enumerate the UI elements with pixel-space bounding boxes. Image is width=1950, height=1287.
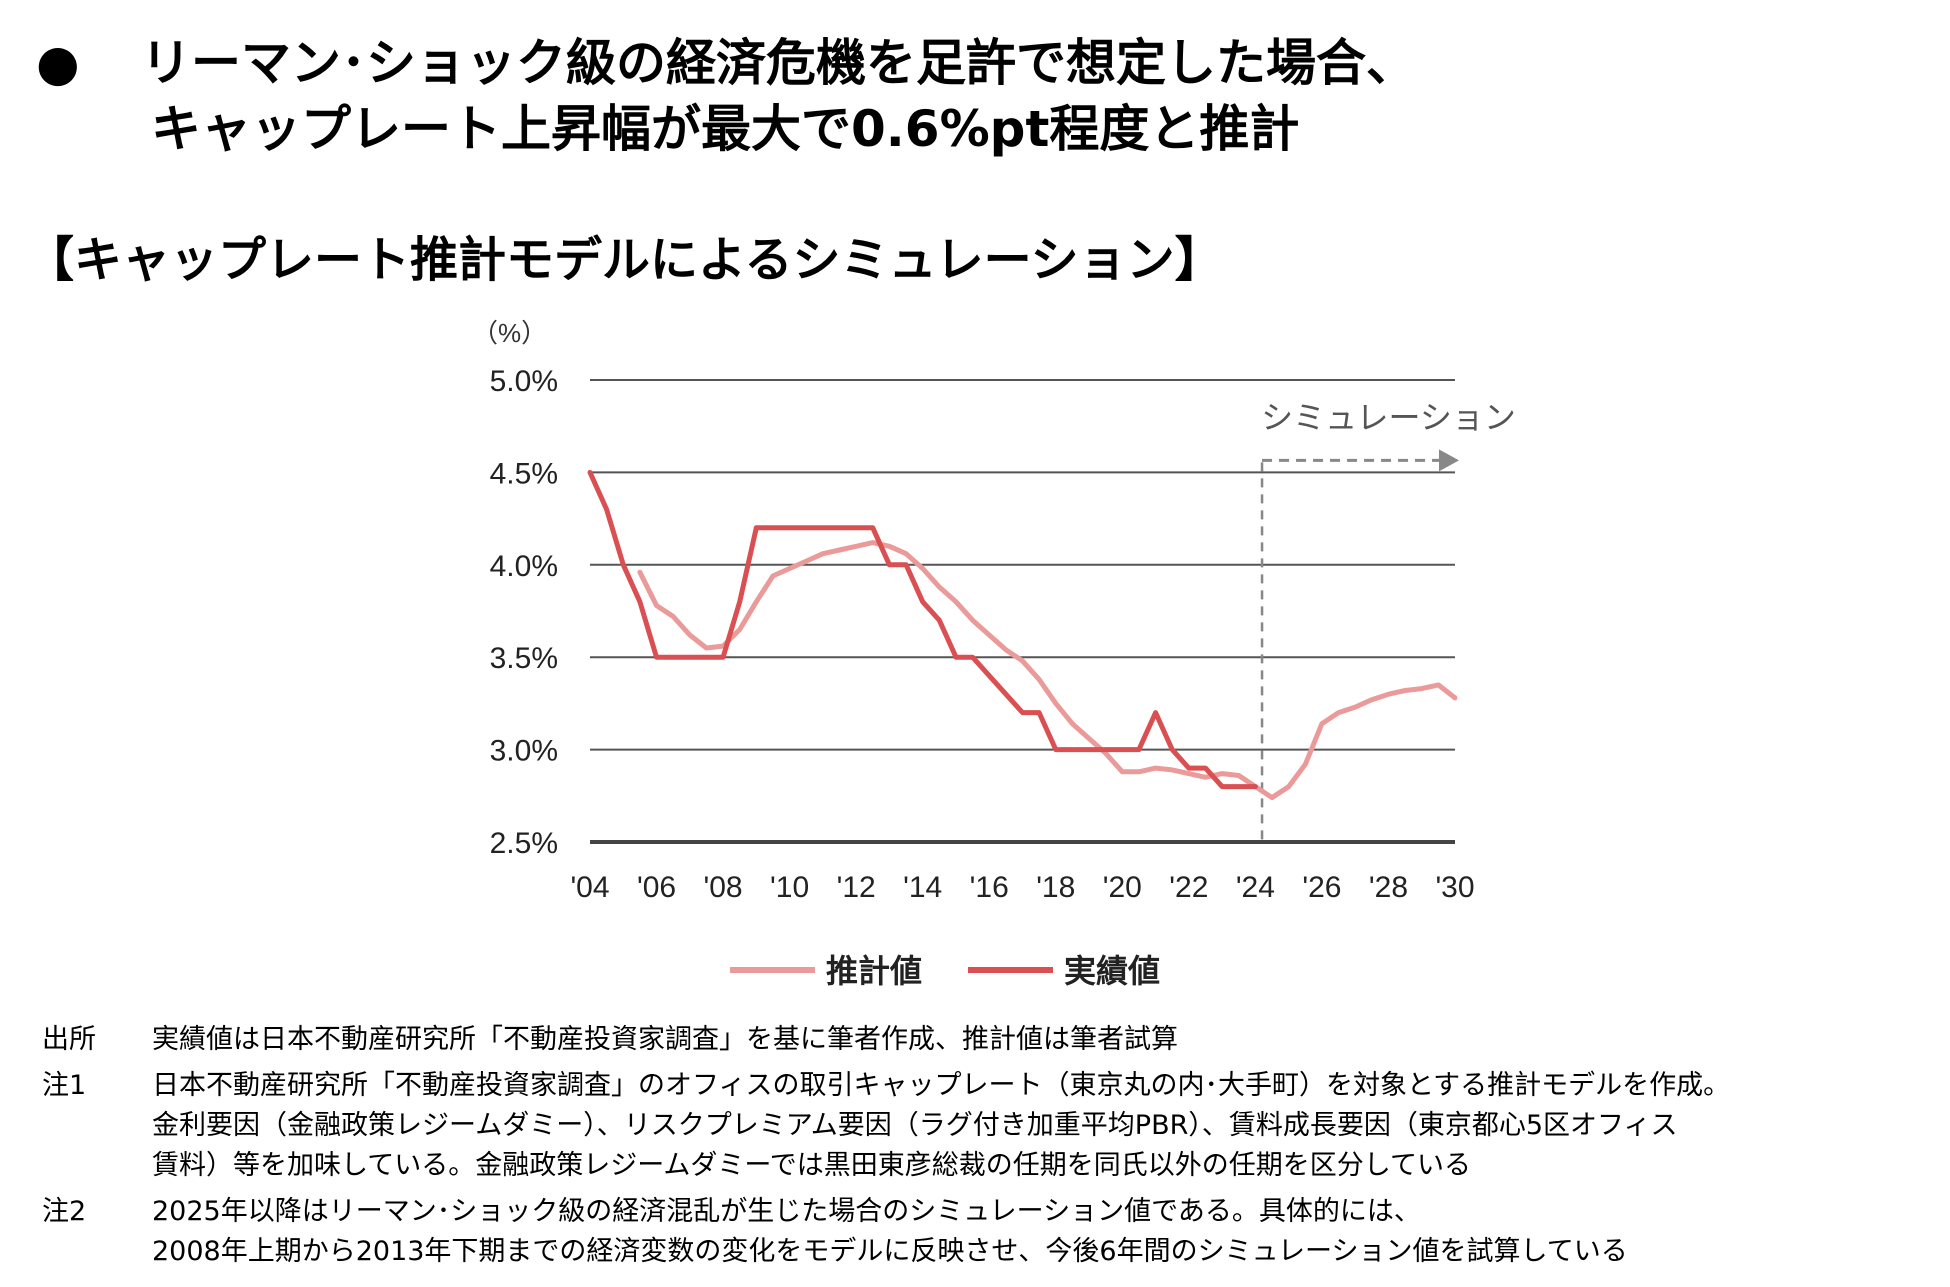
x-tick-label: '06 xyxy=(637,871,676,904)
note-line: 2025年以降はリーマン･ショック級の経済混乱が生じた場合のシミュレーション値で… xyxy=(152,1196,1421,1227)
x-tick-label: '20 xyxy=(1103,871,1142,904)
y-tick-label: 5.0% xyxy=(490,365,558,398)
legend-label-estimate: 推計値 xyxy=(826,953,922,989)
bullet-icon: ● xyxy=(36,34,80,92)
x-tick-label: '28 xyxy=(1369,871,1408,904)
simulation-arrow-head-icon xyxy=(1439,449,1459,472)
note-line: 2008年上期から2013年下期までの経済変数の変化をモデルに反映させ、今後6年… xyxy=(152,1236,1628,1267)
chart-series xyxy=(587,469,1458,801)
headline-line-1: リーマン･ショック級の経済危機を足許で想定した場合、 xyxy=(141,34,1416,92)
x-tick-label: '12 xyxy=(837,871,876,904)
legend-label-actual: 実績値 xyxy=(1064,953,1160,989)
footnotes: 出所 実績値は日本不動産研究所「不動産投資家調査」を基に筆者作成、推計値は筆者試… xyxy=(42,1020,1730,1272)
series-line-actual xyxy=(587,469,1258,790)
simulation-label: シミュレーション xyxy=(1261,399,1516,435)
chart-legend: 推計値 実績値 xyxy=(730,953,1160,989)
y-tick-label: 4.5% xyxy=(490,457,558,490)
x-tick-label: '18 xyxy=(1036,871,1075,904)
x-tick-label: '26 xyxy=(1302,871,1341,904)
note-2: 注2 2025年以降はリーマン･ショック級の経済混乱が生じた場合のシミュレーショ… xyxy=(42,1192,1730,1272)
y-tick-label: 2.5% xyxy=(490,827,558,860)
y-tick-label: 3.5% xyxy=(490,642,558,675)
x-tick-label: '04 xyxy=(570,871,609,904)
headline-line-2: キャップレート上昇幅が最大で0.6%pt程度と推計 xyxy=(151,100,1300,158)
note-line: 金利要因（金融政策レジームダミー）、リスクプレミアム要因（ラグ付き加重平均PBR… xyxy=(152,1110,1678,1141)
x-tick-label: '10 xyxy=(770,871,809,904)
x-tick-label: '16 xyxy=(970,871,1009,904)
x-tick-label: '08 xyxy=(704,871,743,904)
note-label: 注1 xyxy=(42,1070,87,1101)
x-tick-label: '14 xyxy=(903,871,942,904)
series-line-estimate xyxy=(637,540,1458,801)
x-axis-tick-labels: '04 '06 '08 '10 '12 '14 '16 '18 '20 '22 '24 '26 '28 '… xyxy=(570,871,1474,904)
x-tick-label: '24 xyxy=(1236,871,1275,904)
chart-gridlines xyxy=(590,379,1455,844)
note-label: 出所 xyxy=(42,1024,96,1055)
caprate-line-chart: 2.5% 3.0% 3.5% 4.0% 4.5% 5.0% '04 '06 '08 '10 '12… xyxy=(472,318,1516,989)
note-source: 出所 実績値は日本不動産研究所「不動産投資家調査」を基に筆者作成、推計値は筆者試… xyxy=(42,1020,1730,1060)
note-line: 実績値は日本不動産研究所「不動産投資家調査」を基に筆者作成、推計値は筆者試算 xyxy=(152,1024,1178,1055)
chart-subtitle: 【キャップレート推計モデルによるシミュレーション】 xyxy=(26,232,1223,288)
y-tick-label: 4.0% xyxy=(490,550,558,583)
y-axis-unit-label: （%） xyxy=(472,318,547,348)
x-tick-label: '30 xyxy=(1435,871,1474,904)
note-line: 日本不動産研究所「不動産投資家調査」のオフィスの取引キャップレート（東京丸の内･… xyxy=(152,1070,1731,1101)
y-tick-label: 3.0% xyxy=(490,735,558,768)
note-line: 賃料）等を加味している。金融政策レジームダミーでは黒田東彦総裁の任期を同氏以外の… xyxy=(152,1150,1471,1181)
x-tick-label: '22 xyxy=(1169,871,1208,904)
note-label: 注2 xyxy=(42,1196,87,1227)
simulation-marker: シミュレーション xyxy=(1260,399,1516,842)
note-1: 注1 日本不動産研究所「不動産投資家調査」のオフィスの取引キャップレート（東京丸… xyxy=(42,1066,1730,1186)
y-axis-tick-labels: 2.5% 3.0% 3.5% 4.0% 4.5% 5.0% xyxy=(490,365,558,860)
